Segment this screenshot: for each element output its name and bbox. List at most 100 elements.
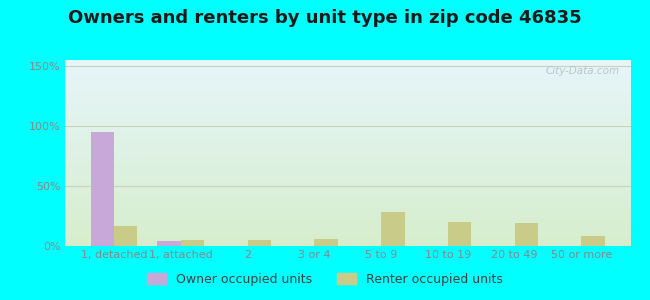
Bar [65,175,630,176]
Bar [65,241,630,242]
Bar [448,222,471,246]
Bar [65,187,630,188]
Bar [65,212,630,214]
Bar [65,160,630,161]
Bar [65,181,630,182]
Bar [65,107,630,108]
Bar [65,105,630,106]
Bar [65,124,630,125]
Bar [65,103,630,104]
Bar [65,214,630,215]
Bar [65,77,630,78]
Bar [114,226,137,246]
Bar [65,115,630,116]
Bar [65,109,630,110]
Bar [65,180,630,181]
Bar [65,189,630,190]
Bar [65,151,630,152]
Bar [65,84,630,85]
Bar [65,243,630,244]
Bar [65,80,630,81]
Bar [65,111,630,112]
Bar [65,190,630,191]
Bar [65,182,630,183]
Bar [65,63,630,64]
Bar [65,73,630,74]
Bar [65,134,630,135]
Bar [65,131,630,132]
Bar [65,90,630,91]
Bar [65,235,630,236]
Bar [65,200,630,201]
Bar [65,89,630,90]
Bar [381,212,404,246]
Bar [65,91,630,92]
Bar [65,231,630,232]
Bar [65,104,630,105]
Bar [65,116,630,117]
Bar [65,126,630,127]
Bar [65,66,630,67]
Bar [65,92,630,94]
Bar [65,81,630,82]
Bar [65,173,630,174]
Bar [65,245,630,246]
Bar [65,234,630,235]
Bar [65,110,630,111]
Bar [65,146,630,147]
Bar [65,119,630,120]
Bar [65,140,630,141]
Bar [65,118,630,119]
Bar [65,83,630,84]
Bar [65,138,630,139]
Bar [65,153,630,154]
Bar [65,145,630,146]
Bar [65,70,630,71]
Bar [65,179,630,180]
Bar [65,161,630,162]
Bar [65,176,630,177]
Bar [65,154,630,155]
Bar [65,75,630,76]
Bar [157,241,181,246]
Bar [65,238,630,239]
Bar [65,217,630,218]
Bar [65,69,630,70]
Bar [65,157,630,158]
Bar [65,86,630,87]
Bar [65,177,630,178]
Bar [65,192,630,193]
Bar [65,178,630,179]
Bar [65,204,630,205]
Bar [91,132,114,246]
Bar [65,195,630,196]
Bar [65,224,630,225]
Bar [65,210,630,211]
Bar [65,122,630,123]
Bar [65,170,630,171]
Bar [65,82,630,83]
Bar [65,205,630,206]
Bar [65,238,630,239]
Bar [65,85,630,86]
Bar [65,183,630,184]
Bar [65,143,630,144]
Bar [65,148,630,149]
Bar [65,94,630,95]
Bar [65,114,630,115]
Bar [65,100,630,101]
Bar [65,172,630,173]
Bar [65,188,630,189]
Bar [65,169,630,170]
Bar [65,68,630,69]
Bar [65,209,630,210]
Bar [65,61,630,62]
Bar [65,203,630,204]
Bar [65,232,630,233]
Bar [65,168,630,169]
Bar [65,106,630,107]
Bar [65,185,630,187]
Bar [65,218,630,219]
Bar [65,152,630,153]
Bar [65,215,630,216]
